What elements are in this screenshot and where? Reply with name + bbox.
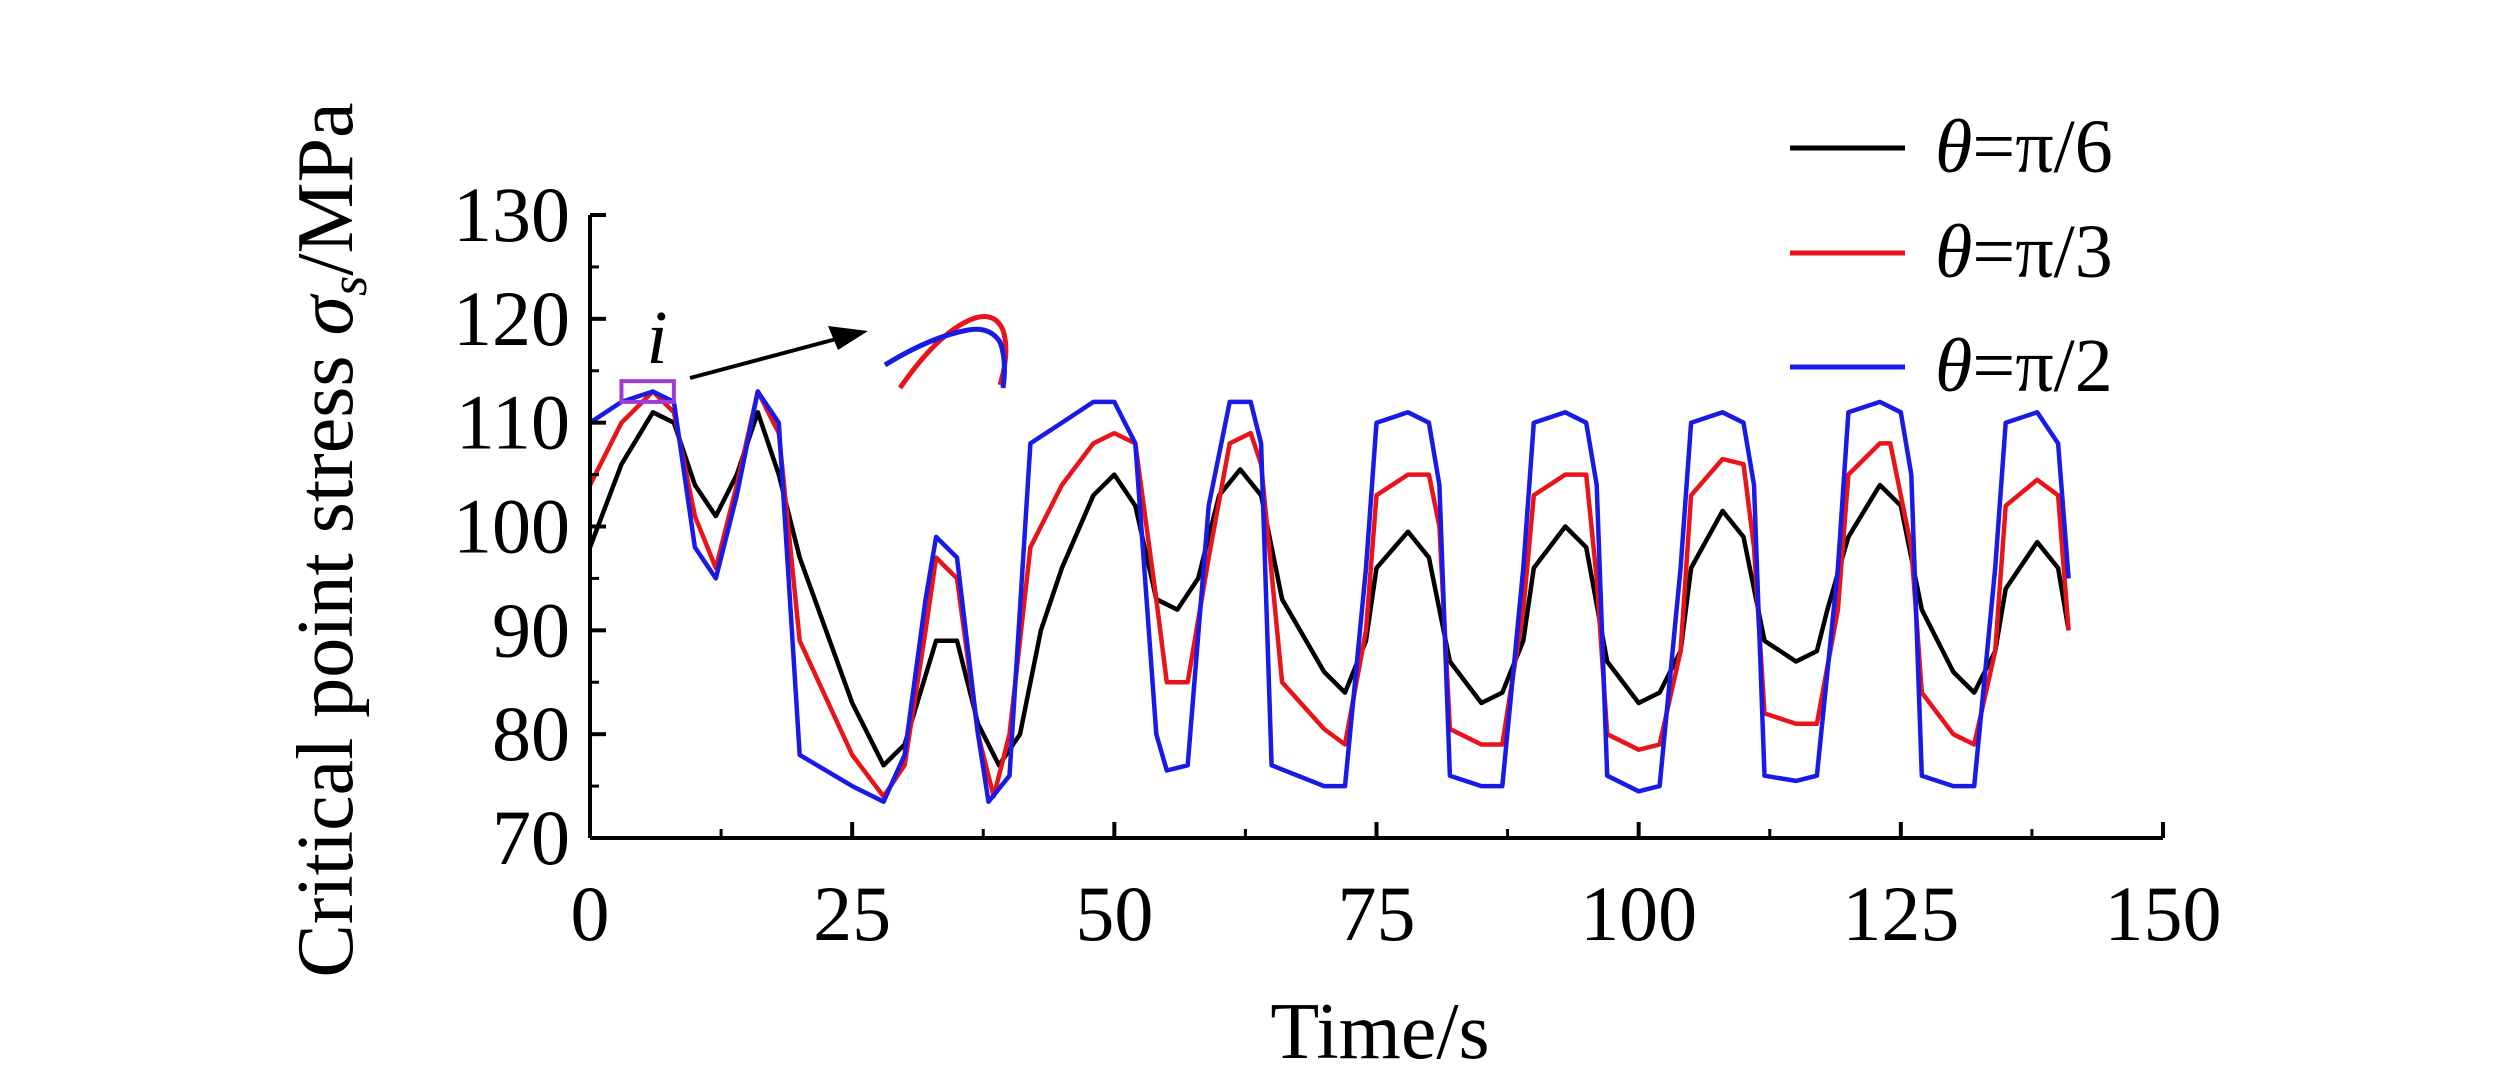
annotation-label: i	[646, 296, 667, 380]
annotation-arrowhead-icon	[828, 326, 868, 350]
inset-series-line-2	[883, 326, 1007, 389]
x-tick-label: 75	[1338, 870, 1416, 957]
ticks: 0 25 50 75 100 125 150 70 80 90 100 110 120 130	[453, 171, 2222, 957]
y-tick-label: 130	[453, 171, 570, 258]
y-axis-title-prefix: Critical point stress	[282, 335, 370, 977]
series-line-2	[588, 389, 2071, 804]
y-tick-label: 120	[453, 275, 570, 362]
x-tick-label: 50	[1075, 870, 1153, 957]
x-axis-title: Time/s	[1270, 988, 1489, 1071]
annotation-box	[619, 379, 676, 404]
annotation-arrow	[689, 336, 841, 380]
y-axis-title-suffix: /MPa	[282, 102, 370, 275]
legend: θ=π/6 θ=π/3 θ=π/2	[1790, 105, 2113, 408]
legend-label-0: θ=π/6	[1935, 105, 2113, 189]
y-axis-title: Critical point stress σs/MPa	[282, 102, 378, 977]
legend-label-2: θ=π/2	[1935, 324, 2113, 408]
inset-series-line-1	[897, 314, 1009, 390]
y-tick-label: 100	[453, 483, 570, 570]
x-tick-label: 25	[813, 870, 891, 957]
legend-entry: θ=π/3	[1790, 210, 2113, 294]
x-tick-label: 125	[1842, 870, 1959, 957]
y-tick-label: 90	[492, 586, 570, 673]
x-tick-label: 150	[2105, 870, 2222, 957]
y-tick-label: 70	[492, 794, 570, 881]
y-tick-label: 110	[456, 379, 570, 466]
x-tick-label: 0	[571, 870, 610, 957]
plot-lines	[587, 389, 2071, 804]
legend-label-1: θ=π/3	[1935, 210, 2113, 294]
y-axis-title-subscript: s	[321, 276, 378, 296]
inset-zoom	[883, 314, 1009, 390]
legend-entry: θ=π/6	[1790, 105, 2113, 189]
y-tick-label: 80	[492, 690, 570, 777]
x-tick-label: 100	[1580, 870, 1697, 957]
axes	[588, 215, 2163, 840]
y-axis-title-symbol: σ	[282, 293, 370, 335]
legend-entry: θ=π/2	[1790, 324, 2113, 408]
